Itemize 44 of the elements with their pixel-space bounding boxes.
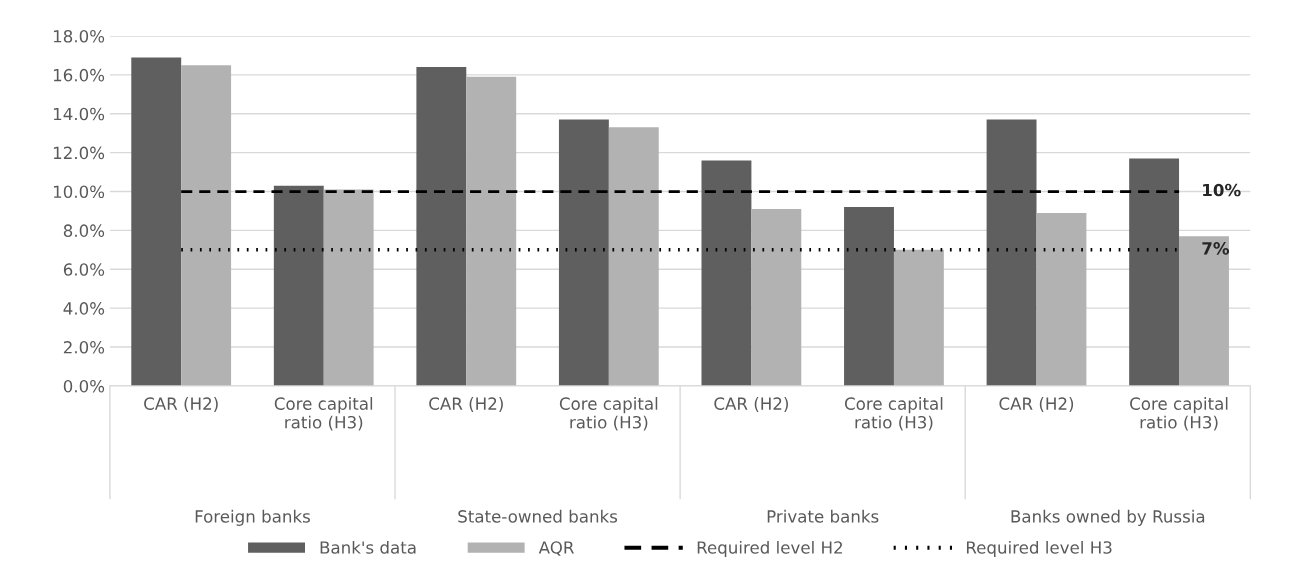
x-tick-label: Core capital ratio (H3) [1130,397,1228,431]
bar [131,57,182,386]
y-tick-label: 8.0% [63,224,105,237]
y-tick-label: 2.0% [63,341,105,354]
legend-label: Bank's data [320,540,416,554]
bar [558,119,609,386]
y-tick-label: 4.0% [63,302,105,315]
x-tick-label: CAR (H2) [144,397,218,412]
y-tick-label: 0.0% [63,379,105,393]
x-tick-label: Core capital ratio (H3) [844,397,943,431]
text: State-owned banks [458,509,618,523]
bar [416,67,467,386]
data-label: 7% [1202,242,1230,255]
bar [323,189,374,386]
bar [1179,236,1229,386]
y-tick-label: 16.0% [53,68,105,82]
bar [466,76,517,386]
data-label: 10% [1203,183,1241,197]
y-tick-label: 14.0% [53,107,105,121]
text: Banks owned by Russia [1011,509,1205,526]
y-tick-label: 6.0% [63,263,105,276]
y-tick-label: 10.0% [53,185,105,199]
bar [701,160,752,386]
bar [608,127,659,386]
bar [986,119,1037,386]
bar [1129,158,1180,386]
text: Foreign banks [195,509,310,526]
bar [751,209,802,386]
legend-label: AQR [538,541,574,556]
bar [893,249,944,386]
y-tick-label: 12.0% [53,146,105,160]
y-tick-label: 18.0% [53,29,105,43]
bar [844,207,894,386]
x-tick-label: Core capital ratio (H3) [274,397,373,431]
text: Private banks [767,509,879,523]
x-tick-label: CAR (H2) [999,397,1074,412]
x-tick-label: CAR (H2) [714,397,788,412]
bar [181,65,232,386]
bar [1036,212,1087,386]
legend-label: Required level H2 [697,540,842,558]
bar [273,185,324,386]
x-tick-label: Core capital ratio (H3) [559,397,658,431]
x-tick-label: CAR (H2) [429,397,503,412]
legend-label: Required level H3 [966,540,1112,558]
